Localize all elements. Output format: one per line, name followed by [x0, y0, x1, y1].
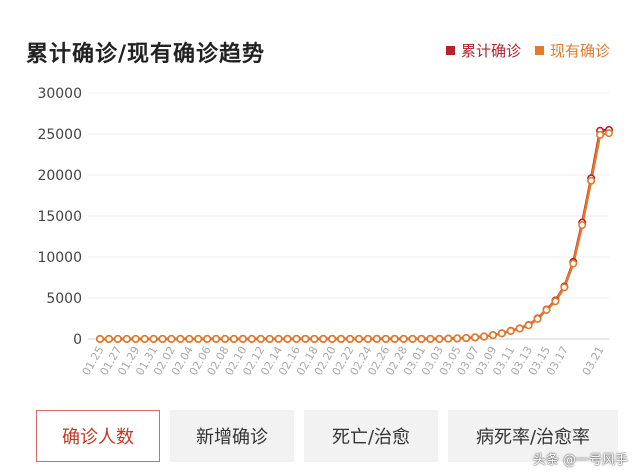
series-1-point-34 [399, 334, 408, 343]
series-1-point-21 [283, 334, 292, 343]
series-1-point-56 [596, 130, 605, 139]
series-1-point-41 [462, 334, 471, 343]
legend-label-cumulative: 累计确诊 [460, 42, 521, 60]
legend-swatch-cumulative [445, 46, 455, 55]
series-1-point-2 [113, 334, 122, 343]
trend-chart: 05000100001500020000250003000001.2501.27… [37, 86, 613, 378]
series-1-point-4 [131, 334, 140, 343]
tab-death-recovered[interactable]: 死亡/治愈 [304, 410, 438, 462]
series-1-point-7 [158, 334, 167, 343]
series-line-1 [100, 131, 610, 341]
series-1-point-17 [247, 334, 256, 343]
series-1-point-37 [426, 334, 435, 343]
series-1-point-13 [212, 334, 221, 343]
watermark: 头条 @一号风手 [532, 453, 628, 468]
series-1-point-18 [256, 334, 265, 343]
series-1-point-43 [479, 332, 488, 341]
y-tick-label-6: 30000 [37, 86, 82, 102]
series-1-point-52 [560, 283, 569, 292]
series-1-point-29 [354, 334, 363, 343]
series-1-point-12 [203, 334, 212, 343]
tab-new-confirmed[interactable]: 新增确诊 [170, 410, 294, 462]
y-tick-label-0: 0 [73, 332, 82, 348]
tab-confirmed-count[interactable]: 确诊人数 [36, 410, 160, 462]
series-1-point-33 [390, 334, 399, 343]
y-tick-label-3: 15000 [37, 209, 82, 225]
x-tick-label-27: 03.21 [580, 344, 607, 378]
y-tick-label-5: 25000 [37, 127, 82, 143]
series-1-point-26 [328, 334, 337, 343]
series-1-point-9 [176, 334, 185, 343]
series-1-point-40 [453, 334, 462, 343]
chart-title: 累计确诊/现有确诊趋势 [26, 42, 266, 67]
series-1-point-20 [274, 334, 283, 343]
series-1-point-57 [604, 129, 613, 138]
series-1-point-14 [221, 334, 230, 343]
series-1-point-55 [587, 176, 596, 185]
series-1-point-54 [578, 221, 587, 230]
series-1-point-32 [381, 334, 390, 343]
series-1-point-49 [533, 314, 542, 323]
series-1-point-28 [346, 334, 355, 343]
series-1-point-3 [122, 334, 131, 343]
series-1-point-16 [238, 334, 247, 343]
series-1-point-36 [417, 334, 426, 343]
series-1-point-38 [435, 334, 444, 343]
y-tick-label-1: 5000 [46, 291, 82, 307]
series-1-point-6 [149, 334, 158, 343]
series-line-0 [100, 128, 610, 341]
series-1-point-5 [140, 334, 149, 343]
series-1-point-42 [471, 333, 480, 342]
series-1-point-10 [185, 334, 194, 343]
series-1-point-35 [408, 334, 417, 343]
series-1-point-45 [497, 329, 506, 338]
legend-swatch-current [534, 46, 544, 55]
series-1-point-30 [363, 334, 372, 343]
series-1-point-15 [229, 334, 238, 343]
series-1-point-39 [444, 334, 453, 343]
series-1-point-46 [506, 326, 515, 335]
y-tick-label-2: 10000 [37, 250, 82, 266]
series-1-point-8 [167, 334, 176, 343]
series-1-point-25 [319, 334, 328, 343]
series-1-point-50 [542, 305, 551, 314]
series-1-point-19 [265, 334, 274, 343]
series-1-point-47 [515, 324, 524, 333]
legend-item-current[interactable]: 现有确诊 [534, 40, 610, 61]
series-1-point-53 [569, 259, 578, 268]
metric-tabs: 确诊人数 新增确诊 死亡/治愈 病死率/治愈率 [36, 410, 618, 462]
series-1-point-31 [372, 334, 381, 343]
series-1-point-51 [551, 297, 560, 306]
series-1-point-1 [104, 334, 113, 343]
series-1-point-22 [292, 334, 301, 343]
series-1-point-27 [337, 334, 346, 343]
series-1-point-44 [488, 331, 497, 340]
series-1-point-23 [301, 334, 310, 343]
y-tick-label-4: 20000 [37, 168, 82, 184]
series-1-point-24 [310, 334, 319, 343]
series-1-point-48 [524, 321, 533, 330]
legend-item-cumulative[interactable]: 累计确诊 [445, 40, 521, 61]
series-1-point-11 [194, 334, 203, 343]
legend: 累计确诊 现有确诊 [445, 40, 610, 61]
tab-mortality-recovery-rate[interactable]: 病死率/治愈率 [448, 410, 618, 462]
legend-label-current: 现有确诊 [549, 42, 610, 60]
series-1-point-0 [96, 334, 105, 343]
